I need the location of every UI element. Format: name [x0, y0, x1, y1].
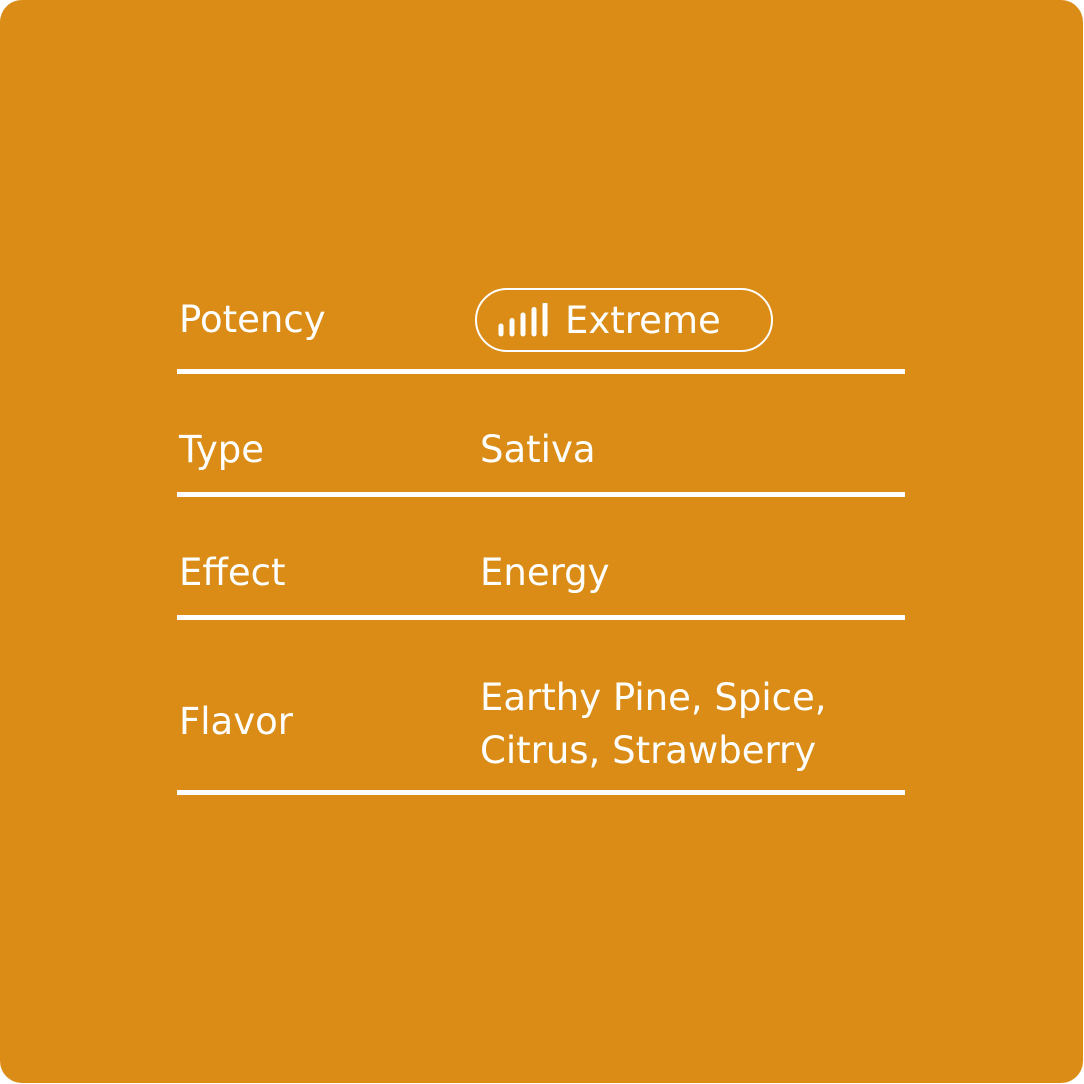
flavor-label: Flavor: [179, 700, 293, 743]
flavor-line: Earthy Pine, Spice,: [480, 676, 827, 719]
potency-label: Potency: [179, 298, 326, 341]
potency-value: Extreme: [565, 298, 721, 342]
flavor-value: Earthy Pine, Spice, Citrus, Strawberry: [480, 671, 827, 777]
divider: [177, 790, 905, 795]
divider: [177, 615, 905, 620]
type-label: Type: [179, 428, 264, 471]
potency-badge: Extreme: [475, 288, 773, 352]
type-value: Sativa: [480, 428, 596, 471]
effect-value: Energy: [480, 551, 610, 594]
divider: [177, 492, 905, 497]
signal-bars-icon: [498, 303, 548, 337]
divider: [177, 369, 905, 374]
flavor-line: Citrus, Strawberry: [480, 729, 817, 772]
effect-label: Effect: [179, 551, 286, 594]
